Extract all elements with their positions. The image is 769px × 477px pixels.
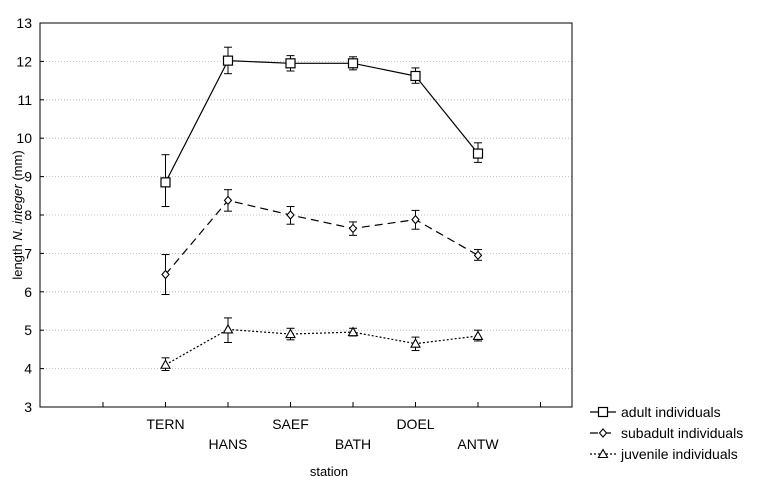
series-square <box>160 46 484 208</box>
x-tick-label-antw: ANTW <box>457 436 499 452</box>
legend-marker-triangle <box>597 448 609 459</box>
data-point-square <box>410 70 421 82</box>
grid-lines <box>40 61 572 370</box>
y-axis-title-species: N. integer <box>10 184 25 241</box>
data-point-triangle <box>285 328 296 339</box>
data-point-square <box>222 55 234 66</box>
data-point-diamond <box>223 195 233 206</box>
y-tick-label-13: 13 <box>16 15 32 31</box>
data-point-diamond <box>286 210 295 220</box>
data-point-diamond <box>473 250 483 261</box>
series-line-triangle <box>165 328 479 366</box>
data-point-triangle <box>410 338 421 348</box>
series-line-diamond <box>165 199 479 275</box>
axes: 3 4 5 6 7 8 9 10 11 12 13 TERN HANS SAEF BATH DOEL ANTW <box>16 15 541 452</box>
data-point-diamond <box>411 214 420 225</box>
x-tick-label-tern: TERN <box>146 416 184 432</box>
y-axis-title-prefix: length <box>10 241 25 280</box>
y-tick-label-3: 3 <box>24 399 32 415</box>
data-point-square <box>160 177 171 188</box>
legend-label: juvenile individuals <box>620 446 738 462</box>
series-layer <box>160 46 484 372</box>
series-diamond <box>161 189 483 295</box>
data-point-triangle <box>347 326 359 337</box>
y-tick-label-10: 10 <box>16 130 32 146</box>
data-point-diamond <box>348 223 358 234</box>
data-point-square <box>472 148 484 159</box>
x-tick-label-bath: BATH <box>335 436 371 452</box>
legend-label: adult individuals <box>621 404 721 420</box>
series-triangle <box>160 317 484 372</box>
y-tick-label-12: 12 <box>16 53 32 69</box>
legend-item-square: adult individuals <box>590 404 721 420</box>
y-tick-label-7: 7 <box>24 245 32 261</box>
y-tick-label-6: 6 <box>24 284 32 300</box>
y-tick-label-4: 4 <box>24 361 32 377</box>
y-tick-label-9: 9 <box>24 169 32 185</box>
data-point-triangle <box>222 323 234 334</box>
x-tick-label-doel: DOEL <box>396 416 434 432</box>
data-point-square <box>347 58 359 69</box>
y-tick-label-8: 8 <box>24 207 32 223</box>
data-point-triangle <box>160 359 171 369</box>
legend-marker-diamond <box>598 428 608 438</box>
y-tick-label-11: 11 <box>17 92 32 108</box>
legend-marker-square <box>597 406 609 418</box>
data-point-square <box>285 58 296 69</box>
y-axis-title-suffix: (mm) <box>10 150 25 184</box>
data-point-triangle <box>472 330 484 341</box>
legend-item-triangle: juvenile individuals <box>590 446 738 462</box>
y-axis-title: length N. integer (mm) <box>10 150 25 279</box>
x-tick-label-saef: SAEF <box>272 416 309 432</box>
legend-label: subadult individuals <box>621 425 743 441</box>
legend: adult individuals subadult individuals juv… <box>590 404 743 462</box>
plot-frame <box>39 22 573 408</box>
y-tick-label-5: 5 <box>24 322 32 338</box>
x-tick-label-hans: HANS <box>209 436 248 452</box>
series-line-square <box>164 60 479 183</box>
data-point-diamond <box>161 269 170 280</box>
legend-item-diamond: subadult individuals <box>590 425 743 441</box>
x-axis-title: station <box>310 464 348 477</box>
